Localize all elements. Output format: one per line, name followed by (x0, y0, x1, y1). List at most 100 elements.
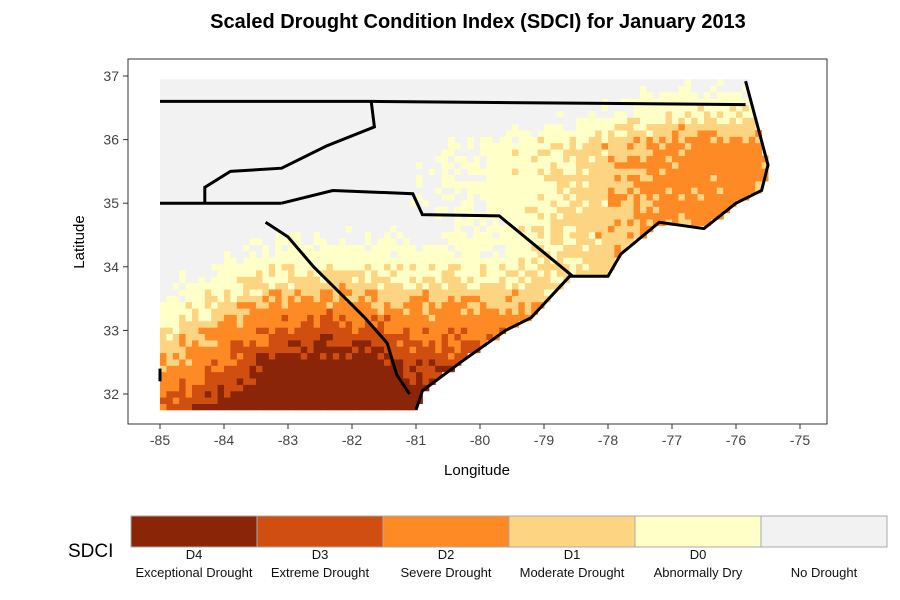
drought-cell (409, 263, 417, 271)
drought-cell (544, 85, 551, 93)
drought-cell (262, 225, 270, 233)
drought-cell (409, 142, 417, 150)
drought-cell (448, 104, 455, 112)
drought-cell (403, 136, 411, 144)
drought-cell (486, 85, 494, 93)
drought-cell (307, 270, 315, 277)
drought-cell (582, 200, 590, 207)
drought-cell (198, 142, 206, 150)
drought-cell (716, 180, 724, 188)
drought-cell (544, 238, 551, 245)
drought-cell (473, 244, 481, 252)
drought-cell (262, 263, 270, 271)
drought-cell (364, 384, 372, 392)
drought-cell (748, 142, 756, 150)
drought-cell (166, 289, 174, 296)
drought-cell (582, 130, 590, 137)
state-border-line (281, 188, 574, 278)
drought-cell (448, 130, 455, 137)
drought-cell (313, 289, 321, 296)
drought-cell (249, 371, 257, 379)
drought-cell (179, 295, 187, 303)
x-tick-label: -84 (214, 432, 234, 448)
drought-cell (352, 320, 359, 328)
drought-cell (371, 250, 379, 258)
drought-cell (550, 270, 558, 277)
drought-cell (704, 85, 711, 93)
drought-cell (518, 276, 526, 284)
drought-cell (563, 174, 571, 182)
drought-cell (275, 206, 283, 214)
drought-cell (256, 168, 263, 175)
drought-cell (294, 276, 302, 284)
drought-cell (531, 123, 539, 131)
drought-cell (339, 79, 347, 86)
drought-cell (556, 212, 564, 220)
drought-cell (345, 238, 353, 245)
drought-cell (217, 378, 225, 385)
drought-cell (371, 85, 379, 93)
drought-cell (224, 263, 231, 271)
drought-cell (320, 365, 327, 373)
drought-cell (550, 174, 558, 182)
drought-cell (595, 206, 603, 214)
drought-cell (531, 301, 539, 309)
drought-cell (377, 149, 385, 156)
drought-cell (409, 250, 417, 258)
drought-cell (358, 295, 366, 303)
drought-cell (307, 111, 315, 118)
drought-cell (332, 276, 340, 284)
drought-cell (467, 289, 475, 296)
drought-cell (377, 244, 385, 252)
drought-cell (416, 200, 423, 207)
drought-cell (268, 79, 276, 86)
drought-cell (550, 276, 558, 284)
drought-cell (384, 231, 391, 239)
drought-cell (332, 308, 340, 315)
drought-cell (390, 289, 398, 296)
drought-cell (256, 346, 263, 354)
drought-cell (345, 136, 353, 144)
drought-cell (172, 250, 180, 258)
drought-cell (185, 104, 193, 112)
drought-cell (736, 180, 743, 188)
drought-cell (512, 104, 519, 112)
drought-cell (467, 327, 475, 334)
drought-cell (249, 320, 257, 328)
drought-cell (396, 244, 404, 252)
drought-cell (390, 384, 398, 392)
drought-cell (652, 212, 660, 220)
drought-cell (268, 244, 276, 252)
drought-cell (550, 130, 558, 137)
drought-cell (716, 149, 724, 156)
drought-cell (678, 123, 686, 131)
drought-cell (326, 339, 334, 347)
drought-cell (467, 263, 475, 271)
drought-cell (416, 136, 423, 144)
drought-cell (448, 206, 455, 214)
drought-cell (736, 142, 743, 150)
drought-cell (236, 295, 244, 303)
drought-cell (268, 91, 276, 99)
drought-cell (428, 308, 436, 315)
drought-cell (537, 225, 545, 233)
drought-cell (332, 238, 340, 245)
drought-cell (608, 98, 615, 106)
drought-cell (332, 168, 340, 175)
drought-cell (723, 85, 731, 93)
drought-cell (204, 155, 212, 163)
drought-cell (371, 270, 379, 277)
drought-cell (377, 263, 385, 271)
drought-cell (364, 378, 372, 385)
drought-cell (499, 149, 507, 156)
drought-cell (416, 111, 423, 118)
drought-cell (172, 282, 180, 290)
drought-cell (633, 231, 641, 239)
drought-cell (640, 123, 647, 131)
drought-cell (320, 155, 327, 163)
drought-cell (339, 111, 347, 118)
x-tick-label: -80 (470, 432, 490, 448)
drought-cell (204, 403, 212, 411)
drought-cell (268, 85, 276, 93)
